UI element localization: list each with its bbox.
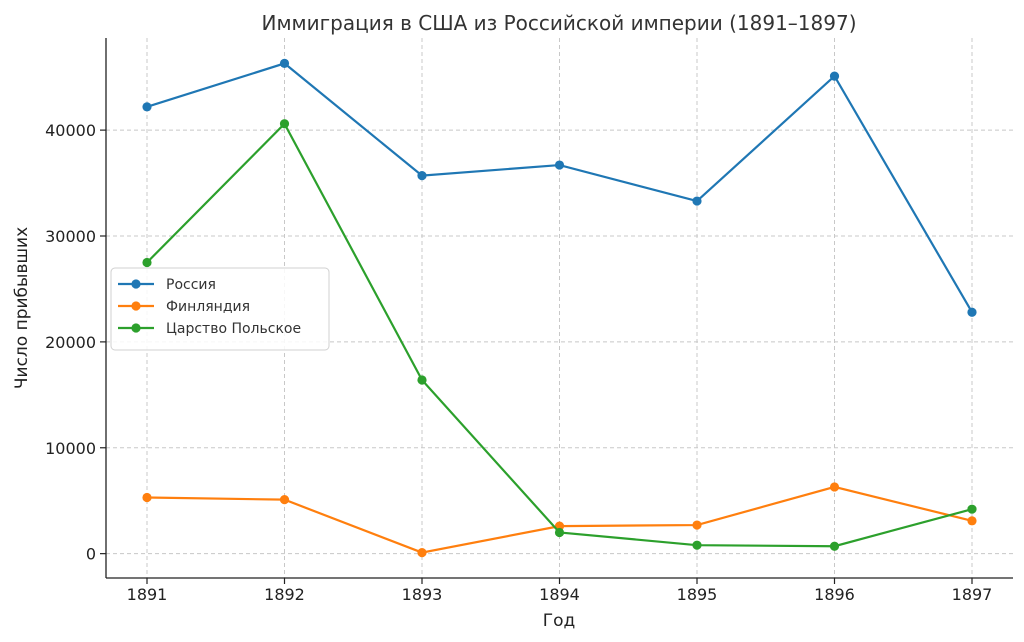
series-2 xyxy=(142,482,977,558)
x-tick-label: 1892 xyxy=(264,585,305,604)
y-tick-label: 30000 xyxy=(45,227,96,246)
x-axis-label: Год xyxy=(543,611,576,631)
y-tick-label: 20000 xyxy=(45,333,96,352)
legend-label: Царство Польское xyxy=(166,321,301,337)
data-point xyxy=(279,119,290,129)
legend-label: Россия xyxy=(166,277,216,293)
data-point xyxy=(279,495,290,505)
y-axis-label: Число прибывших xyxy=(12,227,32,389)
legend: Россия Финляндия Царство Польское xyxy=(110,267,330,351)
data-point xyxy=(142,257,152,268)
series xyxy=(142,58,977,558)
y-tick-label: 10000 xyxy=(45,439,96,458)
y-tick-label: 0 xyxy=(86,545,96,564)
legend-item: Финляндия xyxy=(118,299,250,315)
y-tick-label: 40000 xyxy=(45,121,96,140)
data-point xyxy=(692,196,702,206)
data-point xyxy=(967,516,977,526)
data-point xyxy=(967,504,977,514)
data-point xyxy=(142,492,152,503)
legend-marker xyxy=(131,301,141,311)
legend-label: Финляндия xyxy=(166,299,250,315)
legend-item: Россия xyxy=(118,277,216,293)
legend-item: Царство Польское xyxy=(118,321,301,337)
legend-marker xyxy=(131,279,141,289)
chart-title: Иммиграция в США из Российской империи (… xyxy=(262,11,857,35)
data-point xyxy=(417,171,427,181)
data-point xyxy=(829,541,840,551)
data-point xyxy=(692,540,702,550)
series-3 xyxy=(142,119,977,551)
data-point xyxy=(829,71,840,81)
data-point xyxy=(554,527,565,538)
x-tick-label: 1894 xyxy=(539,585,580,604)
data-point xyxy=(279,58,290,69)
legend-box xyxy=(110,267,330,351)
x-tick-label: 1896 xyxy=(814,585,855,604)
x-tick-label: 1893 xyxy=(402,585,443,604)
series-1 xyxy=(142,58,977,317)
data-point xyxy=(967,307,977,317)
x-tick-label: 1891 xyxy=(127,585,168,604)
data-point xyxy=(554,160,565,170)
x-tick-label: 1897 xyxy=(952,585,993,604)
x-ticks: 1891 1892 1893 1894 1895 1896 1897 xyxy=(127,578,993,604)
x-tick-label: 1895 xyxy=(677,585,718,604)
y-ticks: 0 10000 20000 30000 40000 xyxy=(45,121,106,564)
data-point xyxy=(417,375,427,385)
data-point xyxy=(829,482,840,492)
data-point xyxy=(692,520,702,530)
data-point xyxy=(417,547,427,558)
data-point xyxy=(142,102,152,112)
legend-marker xyxy=(131,323,141,333)
